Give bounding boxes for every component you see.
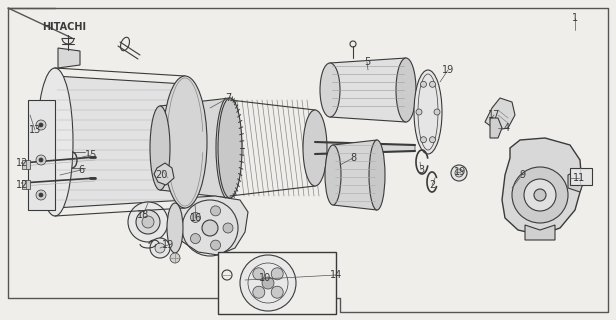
Polygon shape — [154, 163, 174, 185]
Circle shape — [150, 238, 170, 258]
Circle shape — [211, 206, 221, 216]
Text: HITACHI: HITACHI — [42, 22, 86, 32]
Ellipse shape — [37, 68, 73, 216]
Text: 12: 12 — [16, 158, 28, 168]
Circle shape — [128, 202, 168, 242]
Text: 5: 5 — [364, 57, 370, 67]
Circle shape — [253, 286, 265, 298]
Circle shape — [524, 179, 556, 211]
Circle shape — [202, 220, 218, 236]
Polygon shape — [485, 98, 515, 130]
Text: 11: 11 — [573, 173, 585, 183]
Polygon shape — [55, 76, 185, 208]
Ellipse shape — [369, 140, 385, 210]
Circle shape — [36, 190, 46, 200]
Text: 20: 20 — [155, 170, 167, 180]
Circle shape — [421, 137, 426, 143]
Circle shape — [262, 277, 274, 289]
Circle shape — [421, 81, 426, 87]
Circle shape — [429, 137, 436, 143]
Text: 17: 17 — [488, 110, 500, 120]
Text: 6: 6 — [78, 165, 84, 175]
Text: 4: 4 — [504, 123, 510, 133]
Text: 15: 15 — [85, 150, 97, 160]
Polygon shape — [570, 168, 592, 185]
Ellipse shape — [396, 58, 416, 122]
Polygon shape — [315, 142, 415, 154]
Text: 19: 19 — [454, 167, 466, 177]
Polygon shape — [568, 170, 585, 192]
Text: 13: 13 — [29, 125, 41, 135]
Circle shape — [455, 169, 463, 177]
Text: 19: 19 — [162, 240, 174, 250]
Polygon shape — [28, 100, 55, 210]
Circle shape — [36, 155, 46, 165]
Bar — [218, 252, 336, 314]
Text: 18: 18 — [137, 210, 149, 220]
Polygon shape — [58, 48, 80, 68]
Circle shape — [512, 167, 568, 223]
Polygon shape — [22, 180, 30, 189]
Circle shape — [211, 240, 221, 250]
Text: 2: 2 — [429, 180, 435, 190]
Text: 12: 12 — [16, 180, 28, 190]
Circle shape — [223, 223, 233, 233]
Circle shape — [39, 123, 43, 127]
Circle shape — [434, 109, 440, 115]
Text: 9: 9 — [519, 170, 525, 180]
Circle shape — [534, 189, 546, 201]
Circle shape — [39, 193, 43, 197]
Circle shape — [240, 255, 296, 311]
Text: 14: 14 — [330, 270, 342, 280]
Circle shape — [416, 109, 422, 115]
Polygon shape — [172, 196, 248, 255]
Circle shape — [271, 268, 283, 280]
Ellipse shape — [414, 70, 442, 154]
Text: 1: 1 — [572, 13, 578, 23]
Ellipse shape — [150, 106, 170, 190]
Polygon shape — [490, 118, 502, 138]
Circle shape — [39, 158, 43, 162]
Polygon shape — [22, 160, 30, 169]
Circle shape — [136, 210, 160, 234]
Ellipse shape — [163, 76, 207, 208]
Ellipse shape — [167, 203, 183, 253]
Polygon shape — [333, 140, 377, 210]
Polygon shape — [330, 58, 406, 122]
Text: 10: 10 — [259, 273, 271, 283]
Circle shape — [190, 234, 200, 244]
Polygon shape — [502, 138, 582, 235]
Circle shape — [36, 120, 46, 130]
Text: 19: 19 — [442, 65, 454, 75]
Ellipse shape — [320, 63, 340, 117]
Ellipse shape — [303, 110, 327, 186]
Text: 7: 7 — [225, 93, 231, 103]
Circle shape — [253, 268, 265, 280]
Text: 3: 3 — [418, 165, 424, 175]
Ellipse shape — [325, 145, 341, 205]
Polygon shape — [160, 98, 230, 198]
Circle shape — [451, 165, 467, 181]
Circle shape — [429, 81, 436, 87]
Circle shape — [271, 286, 283, 298]
Circle shape — [170, 253, 180, 263]
Circle shape — [190, 212, 200, 222]
Circle shape — [155, 243, 165, 253]
Ellipse shape — [218, 98, 242, 198]
Circle shape — [142, 216, 154, 228]
Text: 8: 8 — [350, 153, 356, 163]
Polygon shape — [525, 225, 555, 240]
Text: 16: 16 — [190, 213, 202, 223]
